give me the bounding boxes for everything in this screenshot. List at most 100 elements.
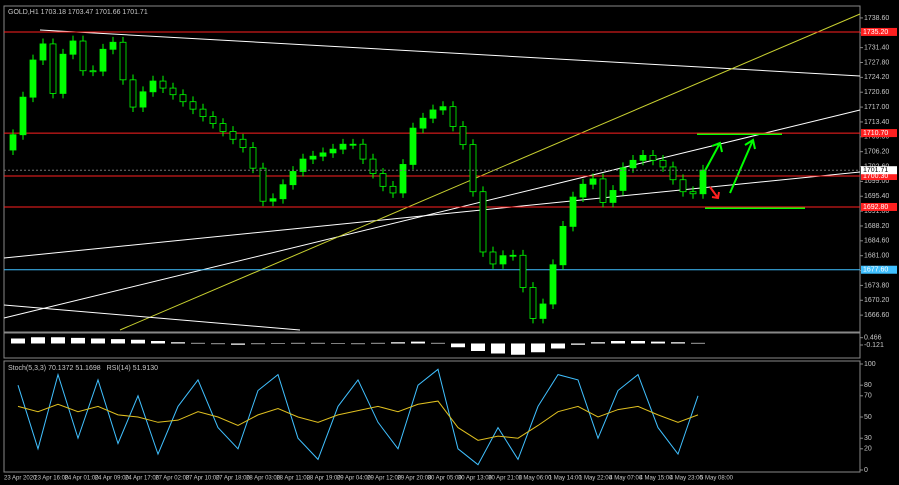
main-frame [3, 5, 861, 333]
y-tick-label: 1720.60 [864, 89, 889, 96]
y-tick-label: 1727.80 [864, 59, 889, 66]
candle-body [9, 134, 17, 151]
y-tick-label: 70 [864, 393, 872, 400]
candle-body [339, 143, 347, 150]
y-tick-label: 1699.00 [864, 178, 889, 185]
candle-body [319, 152, 327, 157]
candle-body [529, 287, 537, 319]
histogram-bar [111, 339, 125, 344]
histogram-bar [251, 343, 265, 345]
candle-body [409, 127, 417, 165]
candle-body [179, 94, 187, 103]
candle-body [539, 303, 547, 319]
arrow [729, 139, 754, 194]
y-tick-label: 1724.20 [864, 74, 889, 81]
x-tick-label: 1 May 22:00 [579, 476, 613, 482]
histogram-bar [651, 341, 665, 344]
candle-body [489, 251, 497, 265]
x-tick-label: 27 Apr 02:00 [155, 476, 190, 482]
candle-body [109, 41, 117, 50]
histogram-bar [31, 337, 45, 344]
level-tag [861, 129, 897, 138]
y-tick-label: 1731.40 [864, 44, 889, 51]
arrow [709, 186, 719, 199]
histogram-bar [391, 342, 405, 344]
candle-body [49, 43, 57, 94]
histogram-bar [311, 342, 325, 344]
level-label: 1700.30 [863, 173, 888, 180]
y-tick-label: 20 [864, 446, 872, 453]
x-tick-label: 23 Apr 2020 [4, 476, 37, 482]
histogram-bar [591, 342, 605, 344]
candle-body [559, 225, 567, 266]
histogram-bar [511, 343, 525, 355]
candle-body [139, 91, 147, 108]
x-tick-label: 5 May 08:00 [700, 476, 734, 482]
x-tick-label: 29 Apr 12:00 [367, 476, 402, 482]
histogram-bar [191, 342, 205, 344]
candle-body [519, 254, 527, 288]
candle-body [569, 196, 577, 227]
candle-body [619, 167, 627, 191]
y-tick-label: 0 [864, 467, 868, 474]
candle-body [189, 101, 197, 110]
candle-body [419, 117, 427, 129]
candle-body [639, 154, 647, 161]
candle-body [169, 87, 177, 96]
candle-body [99, 48, 107, 72]
y-tick-label: 1706.20 [864, 149, 889, 156]
trend-line [3, 304, 301, 331]
y-tick-label: 1684.60 [864, 238, 889, 245]
histogram-bar [671, 342, 685, 344]
x-tick-label: 4 May 23:00 [670, 476, 704, 482]
y-tick-label: 1688.20 [864, 223, 889, 230]
candle-body [289, 171, 297, 186]
level-label: 1677.60 [863, 267, 888, 274]
candle-body [379, 173, 387, 187]
histogram-bar [291, 342, 305, 344]
histogram-bar [51, 337, 65, 344]
y-tick-label: 1709.80 [864, 134, 889, 141]
histogram-bar [411, 341, 425, 344]
candle-body [79, 40, 87, 72]
trend-line [39, 29, 861, 77]
histogram-bar [431, 342, 445, 344]
y-tick-label: 50 [864, 414, 872, 421]
last-price-tag [861, 166, 897, 175]
y-tick-label: 1681.00 [864, 253, 889, 260]
x-tick-label: 23 Apr 16:00 [34, 476, 69, 482]
candle-body [249, 147, 257, 169]
candle-body [29, 59, 37, 98]
candle-body [459, 126, 467, 146]
histogram-bar [451, 343, 465, 348]
arrow-head [711, 141, 723, 153]
x-tick-label: 4 May 15:00 [639, 476, 673, 482]
candle-body [159, 80, 167, 89]
candle-body [309, 155, 317, 160]
y-tick-label: 1738.60 [864, 15, 889, 22]
candle-body [119, 41, 127, 81]
trend-line [3, 171, 861, 259]
histogram-bar [631, 341, 645, 344]
candle-body [349, 143, 357, 146]
candle-body [649, 154, 657, 161]
level-label: 1735.20 [863, 29, 888, 36]
histogram-bar [611, 341, 625, 344]
candle-body [589, 178, 597, 185]
candle-body [149, 80, 157, 93]
histogram-bar [151, 341, 165, 344]
y-tick-label: 1717.00 [864, 104, 889, 111]
x-tick-label: 30 Apr 13:00 [458, 476, 493, 482]
candle-body [219, 123, 227, 132]
x-tick-label: 28 Apr 03:00 [246, 476, 281, 482]
candle-body [129, 79, 137, 108]
histogram-bar [271, 343, 285, 344]
candle-body [239, 138, 247, 148]
candle-body [389, 185, 397, 194]
chart-title: GOLD,H1 1703.18 1703.47 1701.66 1701.71 [8, 9, 148, 16]
last-price-label: 1701.71 [863, 167, 888, 174]
histogram-bar [551, 343, 565, 349]
histogram-bar [131, 339, 145, 344]
